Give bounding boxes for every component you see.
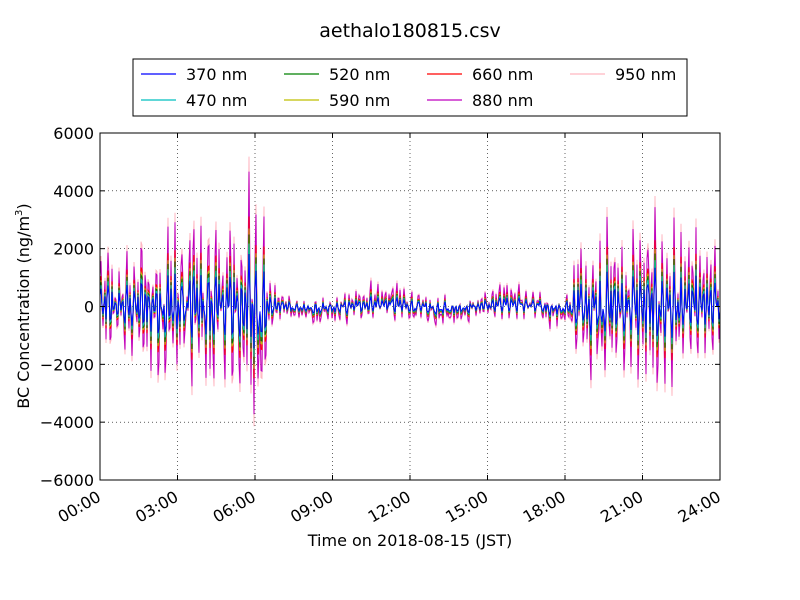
legend-box [132,58,688,117]
legend: 370 nm 470 nm 520 nm 590 nm 660 nm 880 nm 950 … [132,58,688,117]
y-axis-label-main: BC Concentration (ng/m [14,216,33,409]
y-tick-labels: 6000 4000 2000 0 −2000 −4000 −6000 [40,124,94,490]
y-tick-label: 6000 [53,124,94,143]
y-tick-label: −4000 [40,413,94,432]
legend-label: 370 nm [186,65,247,84]
grid [100,133,720,480]
y-tick-label: 4000 [53,182,94,201]
plot-lines [99,156,721,427]
x-tick-label: 06:00 [210,487,259,527]
x-tick-label: 12:00 [365,487,414,527]
series-line-370nm [99,253,721,349]
y-axis-label: BC Concentration (ng/m3) [14,203,33,408]
ticks [99,132,721,481]
legend-label: 880 nm [472,91,533,110]
x-tick-label: 21:00 [597,487,646,527]
legend-label: 950 nm [615,65,676,84]
y-axis-label-close: ) [14,203,33,209]
y-tick-label: −6000 [40,471,94,490]
x-tick-label: 15:00 [442,487,491,527]
x-tick-label: 09:00 [287,487,336,527]
x-tick-label: 03:00 [132,487,181,527]
x-tick-labels: 00:00 03:00 06:00 09:00 12:00 15:00 18:00 21:00… [55,487,724,527]
y-tick-label: 0 [84,298,94,317]
y-tick-label: −2000 [40,355,94,374]
legend-label: 660 nm [472,65,533,84]
y-axis-label-sup: 3 [14,210,25,216]
chart-title: aethalo180815.csv [319,20,501,42]
legend-label: 470 nm [186,91,247,110]
y-tick-label: 2000 [53,240,94,259]
x-tick-label: 00:00 [55,487,104,527]
x-tick-label: 24:00 [675,487,724,527]
legend-label: 520 nm [329,65,390,84]
legend-label: 590 nm [329,91,390,110]
x-axis-label: Time on 2018-08-15 (JST) [307,531,512,550]
x-tick-label: 18:00 [520,487,569,527]
